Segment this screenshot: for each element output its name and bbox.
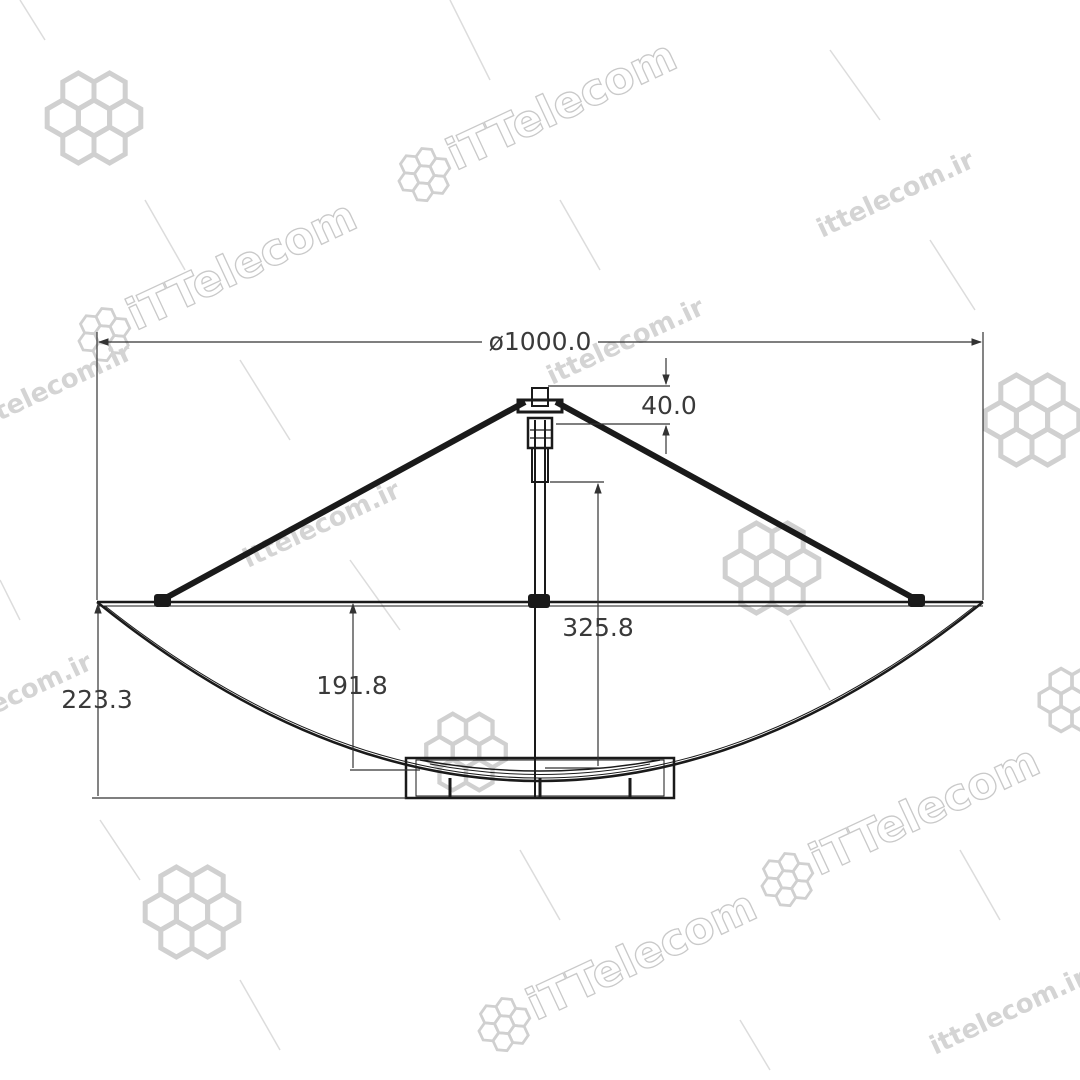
watermark-domain: ittelecom.ir (0, 337, 137, 436)
watermark-domain: ittelecom.ir (925, 962, 1080, 1061)
dish-depth-label: 191.8 (316, 671, 388, 700)
hex-logo-icon (985, 375, 1079, 465)
watermark-brand: iTTelecom (752, 735, 1048, 915)
svg-text:iTTelecom: iTTelecom (519, 880, 765, 1031)
watermark-diagonal-lines (0, 0, 1001, 1071)
dimension-lines (92, 332, 984, 799)
strut-joints (154, 594, 925, 608)
feed-horn (516, 387, 564, 483)
dish-reflector-inner (104, 605, 976, 779)
watermark-brand: iTTelecom (469, 880, 765, 1060)
dimension-labels: ø1000.0 40.0 325.8 191.8 223.3 (61, 327, 697, 714)
total-height-label: 223.3 (61, 685, 133, 714)
hex-logo-icon (1037, 666, 1080, 734)
feed-offset-label: 40.0 (641, 391, 697, 420)
watermark-domain: ittelecom.ir (812, 145, 979, 244)
watermark-brand: iTTelecom (389, 30, 685, 210)
feed-mast (534, 420, 546, 798)
watermark-domain: ittelecom.ir (238, 475, 405, 574)
feed-height-label: 325.8 (562, 613, 634, 642)
hex-logo-icon (47, 73, 141, 163)
watermark-brand: iTTelecom (69, 190, 365, 370)
dish-reflector (96, 601, 984, 783)
feed-support-struts (160, 399, 919, 603)
svg-text:iTTelecom: iTTelecom (802, 735, 1048, 886)
dish-drawing (96, 387, 984, 800)
hex-logo-icon (145, 867, 239, 957)
svg-text:iTTelecom: iTTelecom (119, 190, 365, 341)
diameter-label: ø1000.0 (489, 327, 592, 356)
mount-base (404, 756, 676, 800)
